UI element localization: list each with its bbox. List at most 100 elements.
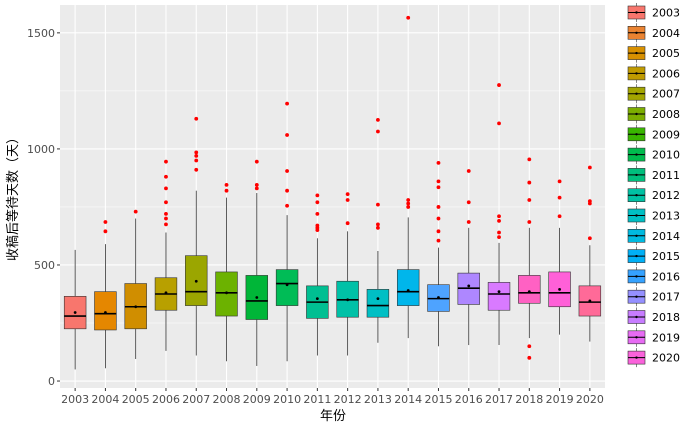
legend-label: 2018 bbox=[652, 311, 680, 324]
outlier-point bbox=[194, 158, 199, 163]
legend-key-point bbox=[635, 336, 638, 339]
outlier-point bbox=[164, 159, 168, 164]
legend-item-2010: 2010 bbox=[627, 145, 680, 165]
box-body bbox=[396, 269, 420, 306]
outlier-point bbox=[466, 169, 471, 173]
box-mean-point bbox=[315, 297, 319, 301]
outlier-point bbox=[376, 118, 380, 122]
outlier-point bbox=[315, 193, 320, 198]
outlier-point bbox=[436, 185, 441, 190]
box-2017 bbox=[487, 83, 511, 346]
x-tick-label: 2004 bbox=[91, 393, 119, 406]
outlier-point bbox=[466, 200, 471, 205]
x-axis-ticks: 2003 2004 2005 2006 2007 2008 2009 2010 2011 2012… bbox=[61, 388, 604, 406]
outlier-point bbox=[315, 223, 320, 228]
legend-key-point bbox=[635, 194, 638, 197]
box-mean-point bbox=[406, 289, 410, 292]
y-axis-title: 收稿后等待天数（天） bbox=[5, 131, 21, 261]
legend-key-point bbox=[635, 11, 638, 14]
outlier-point bbox=[527, 220, 532, 224]
x-tick-label: 2015 bbox=[424, 393, 452, 406]
legend-label: 2006 bbox=[652, 67, 680, 80]
box-2007 bbox=[185, 116, 208, 356]
legend-key-point bbox=[635, 112, 638, 116]
box-2012 bbox=[336, 192, 359, 356]
outlier-point bbox=[436, 160, 441, 165]
legend-item-2019: 2019 bbox=[627, 327, 680, 347]
outlier-point bbox=[164, 212, 168, 216]
legend-item-2003: 2003 bbox=[627, 3, 680, 22]
x-tick-label: 2014 bbox=[394, 393, 422, 406]
y-tick-label: 500 bbox=[34, 259, 55, 272]
legend-key-point bbox=[635, 72, 638, 75]
legend-key-point bbox=[635, 275, 638, 278]
legend-label: 2013 bbox=[652, 210, 680, 223]
box-2011 bbox=[306, 193, 329, 356]
outlier-point bbox=[497, 214, 501, 219]
box-mean-point bbox=[73, 311, 77, 314]
box-mean-point bbox=[376, 297, 380, 301]
legend-item-2013: 2013 bbox=[627, 206, 680, 225]
x-tick-label: 2009 bbox=[243, 393, 271, 406]
box-mean-point bbox=[588, 299, 592, 303]
box-2003 bbox=[63, 249, 87, 370]
outlier-point bbox=[557, 214, 562, 219]
legend-item-2015: 2015 bbox=[627, 246, 680, 266]
outlier-point bbox=[103, 229, 108, 234]
outlier-point bbox=[345, 221, 350, 226]
legend-item-2018: 2018 bbox=[627, 307, 680, 327]
outlier-point bbox=[436, 216, 441, 221]
box-mean-point bbox=[194, 279, 198, 283]
legend-label: 2014 bbox=[652, 230, 680, 243]
x-tick-label: 2010 bbox=[273, 393, 301, 406]
legend-label: 2017 bbox=[652, 291, 680, 304]
legend-item-2009: 2009 bbox=[627, 124, 680, 144]
outlier-point bbox=[254, 159, 259, 164]
outlier-point bbox=[224, 182, 229, 187]
box-mean-point bbox=[558, 287, 561, 291]
legend-label: 2016 bbox=[652, 270, 680, 283]
box-2005 bbox=[124, 209, 147, 359]
box-2010 bbox=[275, 101, 299, 362]
box-mean-point bbox=[285, 283, 289, 287]
outlier-point bbox=[557, 179, 562, 184]
box-mean-point bbox=[225, 291, 228, 295]
legend-item-2005: 2005 bbox=[627, 43, 680, 63]
x-axis-title: 年份 bbox=[320, 409, 346, 424]
legend-key-point bbox=[635, 214, 638, 217]
outlier-point bbox=[103, 220, 108, 224]
legend-key-point bbox=[635, 234, 638, 237]
outlier-point bbox=[497, 235, 501, 240]
legend-item-2014: 2014 bbox=[627, 226, 680, 246]
legend-label: 2011 bbox=[652, 169, 680, 182]
grid-minor bbox=[60, 90, 605, 324]
x-tick-label: 2020 bbox=[576, 393, 604, 406]
box-mean-point bbox=[104, 311, 107, 314]
legend-key-point bbox=[635, 133, 638, 136]
outlier-point bbox=[557, 195, 562, 200]
outlier-point bbox=[406, 205, 411, 209]
box-2009 bbox=[245, 159, 269, 366]
box-2014 bbox=[396, 15, 420, 339]
box-mean-point bbox=[527, 290, 531, 294]
outlier-point bbox=[315, 200, 320, 205]
outlier-point bbox=[285, 169, 289, 173]
box-2015 bbox=[427, 160, 450, 347]
legend-key-point bbox=[635, 153, 638, 156]
outlier-point bbox=[376, 202, 380, 207]
legend-key-point bbox=[635, 92, 638, 95]
x-tick-label: 2005 bbox=[122, 393, 150, 406]
legend-key-point bbox=[635, 315, 638, 319]
legend-key-point bbox=[635, 51, 638, 55]
legend-label: 2009 bbox=[652, 128, 680, 141]
outlier-point bbox=[466, 220, 471, 224]
x-tick-label: 2019 bbox=[546, 393, 574, 406]
outlier-point bbox=[527, 198, 532, 202]
legend-item-2017: 2017 bbox=[627, 287, 680, 307]
x-tick-label: 2011 bbox=[303, 393, 331, 406]
box-2016 bbox=[457, 169, 480, 346]
legend-item-2016: 2016 bbox=[627, 266, 680, 286]
legend-item-2004: 2004 bbox=[627, 23, 680, 43]
box-2018 bbox=[518, 157, 541, 360]
legend-item-2006: 2006 bbox=[627, 63, 680, 83]
